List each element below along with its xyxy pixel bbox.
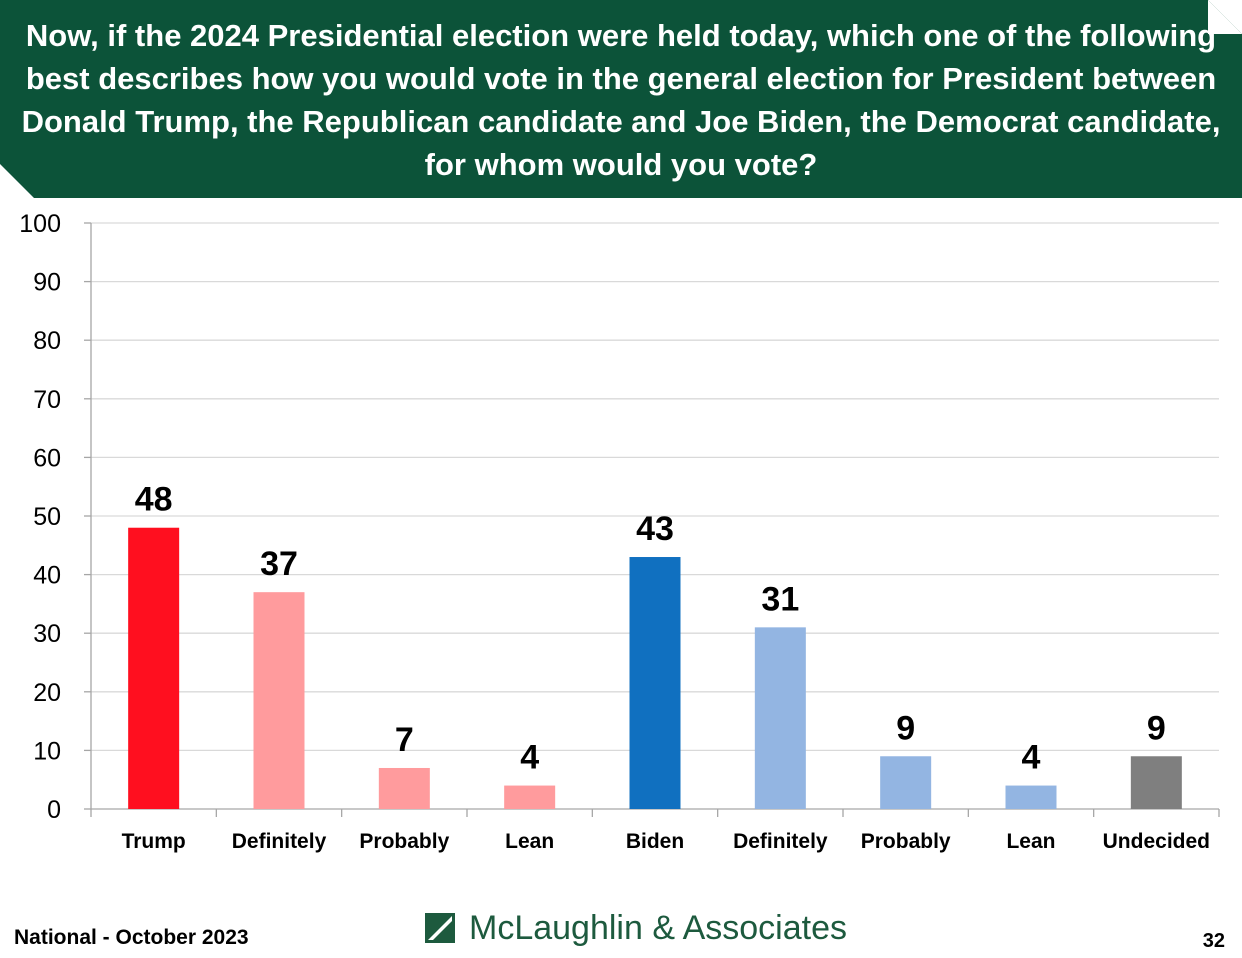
- x-tick-label: Biden: [626, 830, 684, 853]
- y-tick-label: 70: [33, 386, 61, 414]
- y-tick-label: 0: [47, 796, 61, 824]
- company-logo: McLaughlin & Associates: [425, 908, 847, 948]
- data-label: 48: [135, 481, 173, 519]
- bar-definitely: [754, 627, 806, 809]
- x-tick-label: Definitely: [232, 830, 327, 853]
- page-number: 32: [1202, 930, 1225, 952]
- x-tick-label: Probably: [359, 830, 449, 853]
- y-tick-label: 50: [33, 503, 61, 531]
- bar-trump: [128, 527, 180, 809]
- survey-label: National - October 2023: [14, 926, 249, 949]
- bar-biden: [629, 557, 681, 809]
- bar-probably: [880, 756, 932, 809]
- data-label: 31: [761, 580, 799, 618]
- data-label: 43: [636, 510, 674, 548]
- x-tick-label: Probably: [861, 830, 951, 853]
- y-tick-label: 20: [33, 679, 61, 707]
- bar-undecided: [1130, 756, 1182, 809]
- y-tick-label: 30: [33, 620, 61, 648]
- y-tick-label: 100: [19, 210, 61, 238]
- data-label: 4: [1022, 739, 1041, 777]
- page-corner-fold: [1208, 0, 1242, 34]
- data-label: 9: [1147, 709, 1166, 747]
- data-label: 37: [260, 545, 298, 583]
- y-tick-label: 40: [33, 562, 61, 590]
- x-tick-label: Lean: [505, 830, 554, 853]
- logo-text: McLaughlin & Associates: [469, 908, 847, 947]
- data-label: 9: [896, 709, 915, 747]
- bar-definitely: [253, 592, 305, 809]
- y-tick-label: 90: [33, 269, 61, 297]
- y-tick-label: 60: [33, 444, 61, 472]
- bar-lean: [504, 785, 556, 809]
- logo-icon: [425, 913, 455, 943]
- bar-lean: [1005, 785, 1057, 809]
- data-label: 4: [520, 739, 539, 777]
- chart-title: Now, if the 2024 Presidential election w…: [21, 18, 1221, 182]
- x-tick-label: Definitely: [733, 830, 828, 853]
- y-tick-label: 80: [33, 327, 61, 355]
- bar-probably: [378, 767, 430, 809]
- x-tick-label: Trump: [122, 830, 186, 853]
- y-tick-label: 10: [33, 737, 61, 765]
- x-tick-label: Undecided: [1103, 830, 1210, 853]
- data-label: 7: [395, 721, 414, 759]
- x-tick-label: Lean: [1006, 830, 1055, 853]
- title-banner: Now, if the 2024 Presidential election w…: [0, 0, 1242, 198]
- bar-chart: 0 10 20 30 40 50 60 70 80 90 100 48 Trump 37 Definitel…: [19, 210, 1220, 853]
